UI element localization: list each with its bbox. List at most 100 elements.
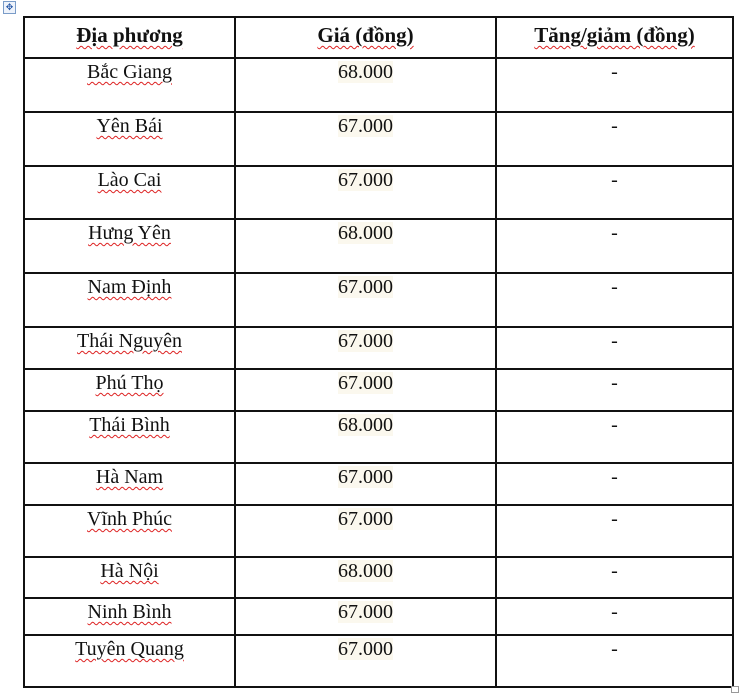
price-text: 67.000 xyxy=(338,638,393,660)
change-text: - xyxy=(611,560,618,582)
change-cell: - xyxy=(495,165,734,220)
change-cell: - xyxy=(495,556,734,599)
place-cell: Tuyên Quang xyxy=(23,634,236,688)
header-place-text: Địa phương xyxy=(76,23,183,47)
change-text: - xyxy=(611,466,618,488)
place-cell: Phú Thọ xyxy=(23,368,236,412)
price-cell: 68.000 xyxy=(234,57,497,113)
place-cell: Thái Nguyên xyxy=(23,326,236,370)
price-cell: 67.000 xyxy=(234,504,497,558)
price-cell: 67.000 xyxy=(234,368,497,412)
change-cell: - xyxy=(495,504,734,558)
change-text: - xyxy=(611,276,618,298)
price-text: 67.000 xyxy=(338,508,393,530)
change-cell: - xyxy=(495,57,734,113)
price-text: 68.000 xyxy=(338,414,393,436)
place-text: Lào Cai xyxy=(97,169,162,191)
price-text: 67.000 xyxy=(338,330,393,352)
price-table: Địa phương Giá (đồng) Tăng/giảm (đồng) B… xyxy=(23,16,734,688)
price-cell: 68.000 xyxy=(234,556,497,599)
place-text: Nam Định xyxy=(87,276,172,298)
change-text: - xyxy=(611,115,618,137)
place-text: Thái Nguyên xyxy=(77,330,182,352)
place-cell: Hà Nam xyxy=(23,462,236,506)
place-cell: Thái Bình xyxy=(23,410,236,464)
price-text: 67.000 xyxy=(338,115,393,137)
place-cell: Lào Cai xyxy=(23,165,236,220)
price-cell: 67.000 xyxy=(234,272,497,328)
table-row: Hà Nội 68.000 - xyxy=(23,556,734,599)
table-resize-handle[interactable] xyxy=(731,686,739,693)
place-cell: Yên Bái xyxy=(23,111,236,167)
price-text: 68.000 xyxy=(338,61,393,83)
change-cell: - xyxy=(495,462,734,506)
change-text: - xyxy=(611,330,618,352)
price-cell: 67.000 xyxy=(234,165,497,220)
table-row: Ninh Bình 67.000 - xyxy=(23,597,734,636)
place-text: Tuyên Quang xyxy=(75,638,184,660)
table-row: Thái Bình 68.000 - xyxy=(23,410,734,464)
place-cell: Vĩnh Phúc xyxy=(23,504,236,558)
price-cell: 68.000 xyxy=(234,218,497,274)
change-text: - xyxy=(611,601,618,623)
place-text: Hưng Yên xyxy=(88,222,171,244)
price-cell: 67.000 xyxy=(234,462,497,506)
price-text: 67.000 xyxy=(338,372,393,394)
change-text: - xyxy=(611,222,618,244)
table-row: Yên Bái 67.000 - xyxy=(23,111,734,167)
table-row: Vĩnh Phúc 67.000 - xyxy=(23,504,734,558)
price-cell: 67.000 xyxy=(234,326,497,370)
change-cell: - xyxy=(495,326,734,370)
place-text: Bắc Giang xyxy=(87,61,172,83)
price-text: 68.000 xyxy=(338,560,393,582)
place-cell: Hà Nội xyxy=(23,556,236,599)
price-text: 67.000 xyxy=(338,276,393,298)
place-cell: Hưng Yên xyxy=(23,218,236,274)
place-cell: Ninh Bình xyxy=(23,597,236,636)
change-cell: - xyxy=(495,597,734,636)
place-text: Phú Thọ xyxy=(95,372,164,394)
change-text: - xyxy=(611,508,618,530)
place-text: Thái Bình xyxy=(89,414,170,436)
price-text: 68.000 xyxy=(338,222,393,244)
change-cell: - xyxy=(495,368,734,412)
header-change-text: Tăng/giảm (đồng) xyxy=(534,23,695,47)
change-cell: - xyxy=(495,218,734,274)
price-cell: 67.000 xyxy=(234,597,497,636)
change-text: - xyxy=(611,169,618,191)
change-text: - xyxy=(611,372,618,394)
table-row: Nam Định 67.000 - xyxy=(23,272,734,328)
header-place: Địa phương xyxy=(23,16,236,59)
table-row: Lào Cai 67.000 - xyxy=(23,165,734,220)
change-text: - xyxy=(611,638,618,660)
place-cell: Bắc Giang xyxy=(23,57,236,113)
price-text: 67.000 xyxy=(338,601,393,623)
place-text: Vĩnh Phúc xyxy=(87,508,172,530)
header-change: Tăng/giảm (đồng) xyxy=(495,16,734,59)
place-text: Ninh Bình xyxy=(87,601,172,623)
price-cell: 67.000 xyxy=(234,111,497,167)
header-price-text: Giá (đồng) xyxy=(317,23,414,47)
header-price: Giá (đồng) xyxy=(234,16,497,59)
price-text: 67.000 xyxy=(338,169,393,191)
price-text: 67.000 xyxy=(338,466,393,488)
place-cell: Nam Định xyxy=(23,272,236,328)
place-text: Hà Nội xyxy=(100,560,159,582)
table-row: Tuyên Quang 67.000 - xyxy=(23,634,734,688)
table-move-handle-icon[interactable]: ✥ xyxy=(3,1,16,14)
table-row: Bắc Giang 68.000 - xyxy=(23,57,734,113)
header-row: Địa phương Giá (đồng) Tăng/giảm (đồng) xyxy=(23,16,734,59)
change-text: - xyxy=(611,414,618,436)
table-row: Hà Nam 67.000 - xyxy=(23,462,734,506)
change-text: - xyxy=(611,61,618,83)
table-row: Thái Nguyên 67.000 - xyxy=(23,326,734,370)
change-cell: - xyxy=(495,410,734,464)
change-cell: - xyxy=(495,111,734,167)
place-text: Yên Bái xyxy=(96,115,163,137)
table-row: Hưng Yên 68.000 - xyxy=(23,218,734,274)
change-cell: - xyxy=(495,272,734,328)
price-cell: 67.000 xyxy=(234,634,497,688)
change-cell: - xyxy=(495,634,734,688)
price-cell: 68.000 xyxy=(234,410,497,464)
place-text: Hà Nam xyxy=(95,466,164,488)
